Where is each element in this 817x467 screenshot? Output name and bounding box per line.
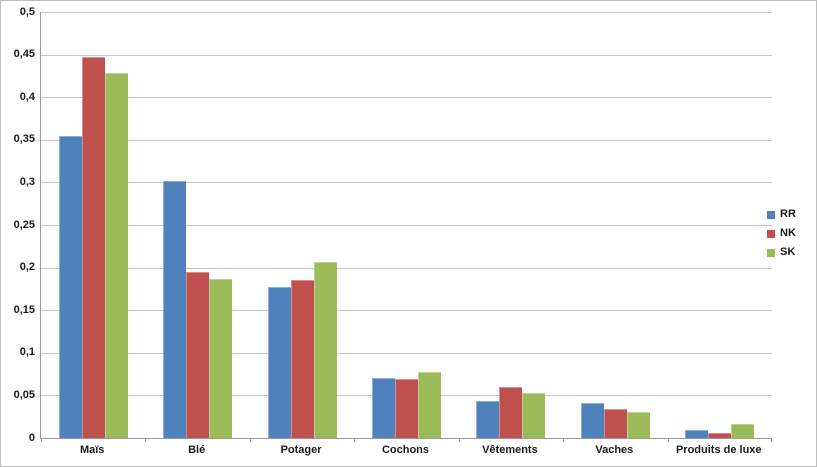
y-axis-tick-label: 0,4 bbox=[19, 91, 35, 103]
legend-label: RR bbox=[780, 208, 796, 220]
bar-nk-7 bbox=[708, 433, 732, 438]
bar-sk-1 bbox=[104, 73, 128, 438]
bar-group bbox=[145, 12, 249, 438]
bar-sk-3 bbox=[313, 262, 337, 438]
gridline bbox=[41, 310, 772, 311]
bar-group bbox=[459, 12, 563, 438]
gridline bbox=[41, 12, 772, 13]
bar-group bbox=[563, 12, 667, 438]
x-axis-category-label: Maïs bbox=[79, 444, 105, 456]
gridline bbox=[41, 353, 772, 354]
x-axis-tick bbox=[459, 438, 460, 442]
bar-nk-5 bbox=[499, 387, 523, 438]
legend: RR NK SK bbox=[767, 205, 796, 262]
x-axis-tick bbox=[145, 438, 146, 442]
y-axis-tick-label: 0,25 bbox=[13, 219, 35, 231]
bar-sk-7 bbox=[731, 424, 755, 438]
x-axis-tick bbox=[41, 438, 42, 442]
gridline bbox=[41, 97, 772, 98]
legend-swatch-icon bbox=[767, 210, 775, 219]
y-axis-tick-label: 0 bbox=[28, 432, 35, 444]
gridline bbox=[41, 225, 772, 226]
legend-item-nk: NK bbox=[767, 224, 796, 243]
x-axis-category-label: Blé bbox=[188, 444, 206, 456]
gridline bbox=[41, 268, 772, 269]
y-axis-tick-label: 0,2 bbox=[19, 261, 35, 273]
x-axis-labels: Maïs Blé Potager Cochons Vêtements Vaches Prod… bbox=[40, 444, 771, 457]
legend-item-rr: RR bbox=[767, 205, 796, 224]
legend-item-sk: SK bbox=[767, 243, 796, 262]
bar-rr-1 bbox=[58, 136, 82, 438]
bar-group bbox=[354, 12, 458, 438]
y-axis-tick-label: 0,35 bbox=[13, 133, 35, 145]
plot-area bbox=[40, 12, 772, 442]
y-axis-labels: 0 0,05 0,1 0,15 0,2 0,25 0,3 0,35 0,4 0,45 0,5 bbox=[1, 6, 35, 444]
gridline bbox=[41, 140, 772, 141]
bar-rr-2 bbox=[163, 181, 187, 438]
x-axis-category-label: Vaches bbox=[595, 444, 634, 456]
bar-rr-4 bbox=[371, 378, 395, 438]
bar-rr-5 bbox=[476, 401, 500, 438]
y-axis-tick-label: 0,45 bbox=[13, 48, 35, 60]
legend-label: SK bbox=[780, 246, 796, 258]
y-axis-tick-label: 0,05 bbox=[13, 389, 35, 401]
bar-sk-2 bbox=[209, 279, 233, 438]
bar-sk-5 bbox=[522, 393, 546, 438]
bar-group bbox=[250, 12, 354, 438]
bar-sk-4 bbox=[417, 372, 441, 438]
x-axis-tick bbox=[771, 438, 772, 442]
bar-nk-6 bbox=[603, 409, 627, 438]
x-axis-category-label: Cochons bbox=[381, 444, 429, 456]
x-axis-tick bbox=[668, 438, 669, 442]
legend-swatch-icon bbox=[767, 229, 775, 238]
x-axis-tick bbox=[563, 438, 564, 442]
legend-swatch-icon bbox=[767, 248, 775, 257]
y-axis-tick-label: 0,1 bbox=[19, 346, 35, 358]
x-axis-tick bbox=[354, 438, 355, 442]
y-axis-tick-label: 0,15 bbox=[13, 304, 35, 316]
bar-rr-3 bbox=[267, 287, 291, 438]
bar-nk-1 bbox=[81, 57, 105, 438]
bar-rr-6 bbox=[580, 403, 604, 438]
y-axis-tick-label: 0,3 bbox=[19, 176, 35, 188]
x-axis-tick bbox=[250, 438, 251, 442]
bar-nk-2 bbox=[186, 272, 210, 438]
bar-rr-7 bbox=[685, 430, 709, 438]
gridline bbox=[41, 182, 772, 183]
bar-nk-4 bbox=[394, 379, 418, 438]
x-axis-category-label: Vêtements bbox=[482, 444, 538, 456]
y-axis-tick-label: 0,5 bbox=[19, 6, 35, 18]
x-axis-category-label: Produits de luxe bbox=[675, 444, 762, 456]
x-axis-category-label: Potager bbox=[280, 444, 322, 456]
gridline bbox=[41, 55, 772, 56]
bar-group bbox=[41, 12, 145, 438]
bar-sk-6 bbox=[626, 412, 650, 438]
bar-group bbox=[668, 12, 772, 438]
legend-label: NK bbox=[780, 227, 796, 239]
bar-nk-3 bbox=[290, 280, 314, 438]
